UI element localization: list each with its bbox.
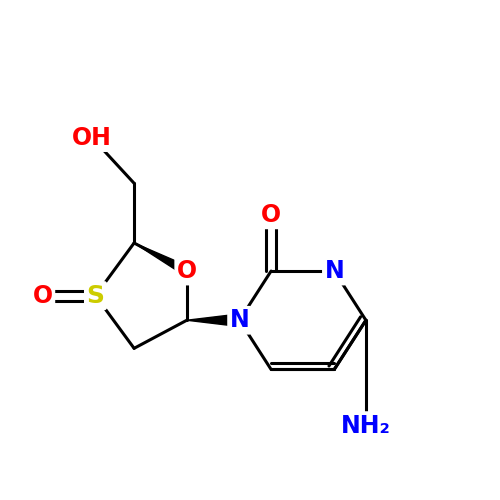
Text: S: S: [86, 284, 104, 308]
Text: OH: OH: [72, 126, 112, 150]
Text: N: N: [230, 308, 250, 332]
Polygon shape: [187, 314, 240, 326]
Text: O: O: [176, 259, 197, 283]
Text: O: O: [32, 284, 53, 308]
Text: N: N: [324, 259, 344, 283]
Polygon shape: [134, 243, 189, 276]
Text: O: O: [261, 203, 281, 227]
Text: NH₂: NH₂: [341, 414, 391, 438]
